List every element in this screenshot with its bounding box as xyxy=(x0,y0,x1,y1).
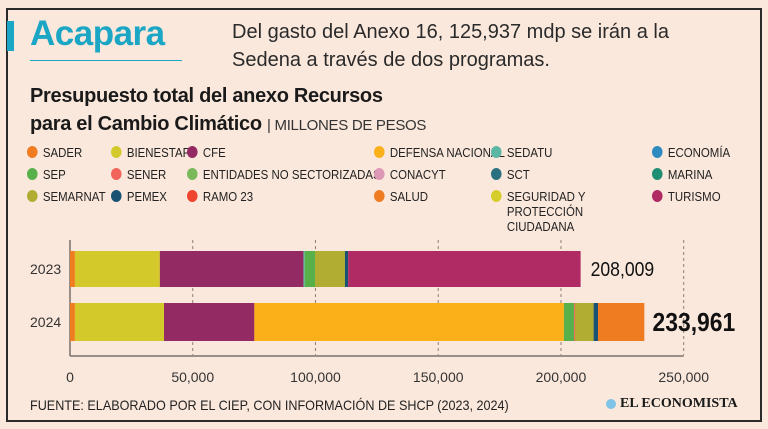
legend-swatch xyxy=(111,168,122,180)
legend-label: SEDATU xyxy=(506,145,553,160)
legend-item: SCT xyxy=(491,167,530,182)
legend-swatch xyxy=(491,168,502,180)
legend-item: BIENESTAR xyxy=(111,145,191,160)
legend-item: SEP xyxy=(27,167,66,182)
x-tick-label: 150,000 xyxy=(413,369,464,385)
legend-swatch xyxy=(111,146,122,158)
total-label: 208,009 xyxy=(591,258,655,280)
legend-swatch xyxy=(652,168,663,180)
y-tick-label: 2023 xyxy=(30,261,61,277)
legend-swatch xyxy=(111,190,122,202)
legend-label: BIENESTAR xyxy=(126,145,191,160)
legend-item: SADER xyxy=(27,145,82,160)
legend-label: SCT xyxy=(506,167,530,182)
legend-item: SALUD xyxy=(374,189,428,204)
legend-swatch xyxy=(652,146,663,158)
legend-item: SEGURIDAD Y PROTECCIÓN CIUDADANA xyxy=(491,189,641,234)
legend-label: SEP xyxy=(42,167,66,182)
lede-line: Del gasto del Anexo 16, 125,937 mdp se i… xyxy=(232,21,669,43)
legend-label: SADER xyxy=(42,145,83,160)
legend-item: SEMARNAT xyxy=(27,189,106,204)
logo-text: EL ECONOMISTA xyxy=(620,396,738,411)
bar-segment-cfe xyxy=(159,251,304,287)
logo: EL ECONOMISTA xyxy=(606,396,738,412)
legend-item: PEMEX xyxy=(111,189,167,204)
legend-item: SENER xyxy=(111,167,166,182)
total-label: 233,961 xyxy=(653,309,736,338)
title-line: Presupuesto total del anexo Recursos xyxy=(30,85,383,107)
legend-swatch xyxy=(652,190,663,202)
bar-segment-pemex xyxy=(593,303,599,341)
bar-segment-salud xyxy=(598,303,645,341)
legend-label: ECONOMÍA xyxy=(667,145,731,160)
unit-label: | MILLONES DE PESOS xyxy=(267,117,427,134)
legend-label: CFE xyxy=(202,145,226,160)
legend-label: SALUD xyxy=(389,189,428,204)
bar-segment-semarnat xyxy=(574,303,594,341)
legend-item: CONACYT xyxy=(374,167,446,182)
legend-label: RAMO 23 xyxy=(202,189,254,204)
y-tick-label: 2024 xyxy=(30,314,61,330)
legend-swatch xyxy=(491,146,502,158)
legend-swatch xyxy=(374,168,385,180)
legend-label: CONACYT xyxy=(389,167,446,182)
bar-segment-bienestar xyxy=(74,303,165,341)
legend-swatch xyxy=(27,190,38,202)
bar-segment-sedatu xyxy=(303,251,305,287)
bar-segment-sep xyxy=(563,303,574,341)
kicker: Acapara xyxy=(30,14,165,53)
x-tick-label: 0 xyxy=(66,369,74,385)
x-tick-label: 250,000 xyxy=(658,369,709,385)
legend-swatch xyxy=(187,168,198,180)
bar-segment-bienestar xyxy=(74,251,160,287)
lede: Del gasto del Anexo 16, 125,937 mdp se i… xyxy=(232,18,669,74)
bar-segment-turismo xyxy=(348,251,581,287)
legend-label: MARINA xyxy=(667,167,713,182)
legend-item: RAMO 23 xyxy=(187,189,253,204)
bar-segment-cfe xyxy=(164,303,255,341)
legend-label: DEFENSA NACIONAL xyxy=(389,145,505,160)
legend-label: SENER xyxy=(126,167,167,182)
legend-item: DEFENSA NACIONAL xyxy=(374,145,505,160)
legend-swatch xyxy=(374,190,385,202)
legend-swatch xyxy=(187,146,198,158)
legend-item: MARINA xyxy=(652,167,712,182)
title-line: para el Cambio Climático xyxy=(30,113,262,135)
x-tick-label: 50,000 xyxy=(171,369,214,385)
legend-label: SEGURIDAD Y PROTECCIÓN CIUDADANA xyxy=(506,189,586,234)
legend-label: PEMEX xyxy=(126,189,167,204)
legend-label: SEMARNAT xyxy=(42,189,106,204)
bar-segment-sep xyxy=(304,251,315,287)
kicker-accent-bar xyxy=(7,21,14,51)
legend-label: TURISMO xyxy=(667,189,721,204)
legend-swatch xyxy=(374,146,385,158)
bar-segment-sader xyxy=(70,303,75,341)
legend-item: CFE xyxy=(187,145,226,160)
kicker-underline xyxy=(30,60,182,61)
bar-segment-sener xyxy=(573,303,575,341)
source-note: FUENTE: ELABORADO POR EL CIEP, CON INFOR… xyxy=(30,397,509,413)
legend-item: SEDATU xyxy=(491,145,552,160)
bar-segment-defensa-nacional xyxy=(254,303,564,341)
lede-line: Sedena a través de dos programas. xyxy=(232,49,550,71)
legend-item: ECONOMÍA xyxy=(652,145,730,160)
bar-segment-pemex xyxy=(344,251,349,287)
legend-swatch xyxy=(187,190,198,202)
legend-swatch xyxy=(27,168,38,180)
chart-title: Presupuesto total del anexo Recursos par… xyxy=(30,82,426,140)
x-tick-label: 100,000 xyxy=(290,369,341,385)
legend-item: ENTIDADES NO SECTORIZADAS xyxy=(187,167,381,182)
x-tick-label: 200,000 xyxy=(536,369,587,385)
infographic-frame xyxy=(6,8,762,422)
logo-globe-icon xyxy=(606,399,616,409)
bar-segment-sader xyxy=(70,251,75,287)
bar-segment-semarnat xyxy=(314,251,345,287)
legend-item: TURISMO xyxy=(652,189,721,204)
legend-label: ENTIDADES NO SECTORIZADAS xyxy=(202,167,381,182)
legend-swatch xyxy=(27,146,38,158)
legend-swatch xyxy=(491,190,502,202)
